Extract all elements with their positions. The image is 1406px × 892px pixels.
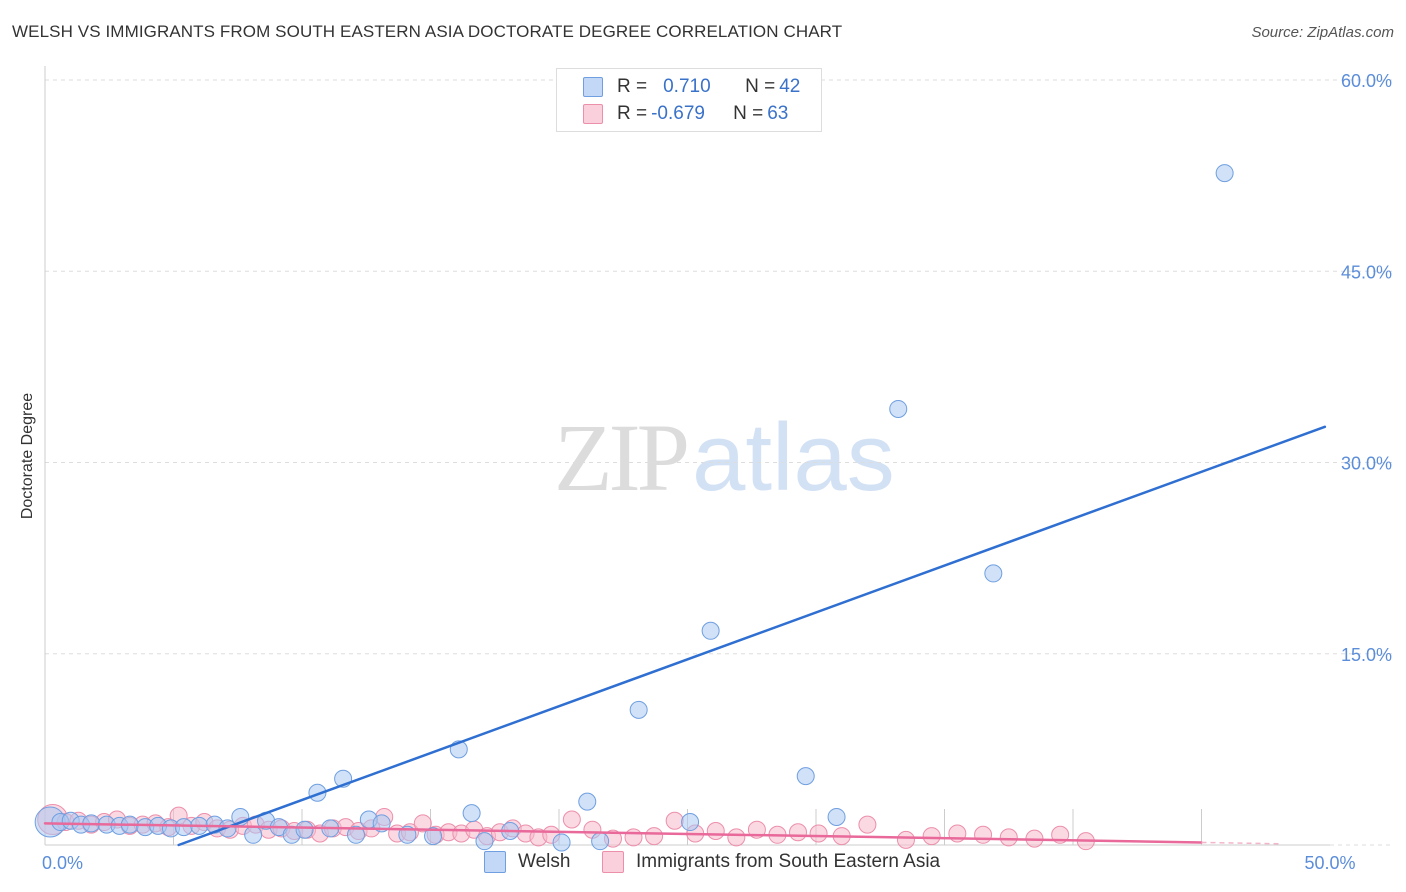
- series-legend: Welsh Immigrants from South Eastern Asia: [0, 851, 1406, 877]
- legend-n-label: N =: [733, 103, 764, 124]
- immigrants-point: [974, 825, 993, 844]
- immigrants-point: [896, 830, 915, 849]
- y-tick-label: 15.0%: [1341, 645, 1392, 665]
- watermark-zip: ZIP: [554, 404, 690, 511]
- legend-r-value: 0.710: [663, 76, 711, 97]
- trend-lines: [43, 425, 1327, 847]
- watermark: ZIPatlas: [554, 402, 895, 513]
- legend-row-welsh: R = 0.710 N = 42: [583, 74, 800, 100]
- chart-title: WELSH VS IMMIGRANTS FROM SOUTH EASTERN A…: [12, 22, 843, 41]
- immigrants-point: [922, 827, 941, 846]
- correlation-legend: R = 0.710 N = 42 R = -0.679 N = 63: [556, 68, 822, 132]
- legend-r-value: -0.679: [651, 103, 705, 124]
- tick-labels: 15.0% 30.0% 45.0% 60.0% 0.0% 50.0%: [42, 71, 1392, 873]
- immigrants-point: [858, 815, 877, 834]
- legend-swatch-welsh: [484, 851, 506, 873]
- welsh-point: [796, 767, 815, 786]
- watermark-atlas: atlas: [692, 404, 895, 511]
- legend-item-immigrants: Immigrants from South Eastern Asia: [602, 851, 940, 873]
- y-tick-label: 60.0%: [1341, 71, 1392, 91]
- legend-n-value: 42: [779, 76, 801, 97]
- legend-row-immigrants: R = -0.679 N = 63: [583, 101, 788, 127]
- immigrants-point: [999, 828, 1018, 847]
- legend-label-welsh: Welsh: [518, 851, 571, 872]
- welsh-point: [984, 564, 1003, 583]
- legend-label-immigrants: Immigrants from South Eastern Asia: [636, 851, 941, 872]
- welsh-point: [1215, 164, 1234, 183]
- immigrants-point: [562, 810, 581, 829]
- data-points: [34, 164, 1234, 852]
- immigrants-point: [645, 827, 664, 846]
- legend-n-label: N =: [745, 76, 776, 97]
- immigrants-point: [665, 811, 684, 830]
- welsh-point: [462, 804, 481, 823]
- welsh-point: [244, 825, 263, 844]
- legend-r-label: R =: [617, 76, 648, 97]
- legend-swatch-immigrants: [602, 851, 624, 873]
- welsh-point: [591, 832, 610, 851]
- welsh-point: [701, 621, 720, 640]
- y-tick-label: 30.0%: [1341, 454, 1392, 474]
- welsh-point: [346, 825, 365, 844]
- gridlines: [45, 79, 1392, 655]
- immigrants-point: [727, 828, 746, 847]
- legend-item-welsh: Welsh: [484, 851, 570, 873]
- welsh-trend-line: [177, 425, 1327, 847]
- welsh-point: [578, 792, 597, 811]
- welsh-point: [174, 818, 193, 837]
- immigrants-point: [624, 828, 643, 847]
- immigrants-point: [706, 821, 725, 840]
- y-tick-label: 45.0%: [1341, 262, 1392, 282]
- immigrants-point: [789, 823, 808, 842]
- legend-r-label: R =: [617, 103, 648, 124]
- legend-n-value: 63: [767, 103, 789, 124]
- welsh-point: [889, 399, 908, 418]
- source-label: Source: ZipAtlas.com: [1251, 24, 1394, 41]
- immigrants-point: [809, 824, 828, 843]
- immigrants-trend-extension: [1201, 841, 1279, 845]
- welsh-point: [552, 833, 571, 852]
- welsh-point: [681, 813, 700, 832]
- welsh-point: [475, 832, 494, 851]
- x-tick-label: 50.0%: [1304, 853, 1355, 873]
- welsh-point: [424, 827, 443, 846]
- axes: [44, 66, 1392, 846]
- immigrants-trend-line: [43, 822, 1203, 844]
- welsh-point: [827, 807, 846, 826]
- legend-swatch-immigrants: [583, 104, 603, 124]
- welsh-point: [295, 820, 314, 839]
- welsh-point: [629, 700, 648, 719]
- immigrants-point: [413, 814, 432, 833]
- x-tick-label: 0.0%: [42, 853, 83, 873]
- legend-swatch-welsh: [583, 77, 603, 97]
